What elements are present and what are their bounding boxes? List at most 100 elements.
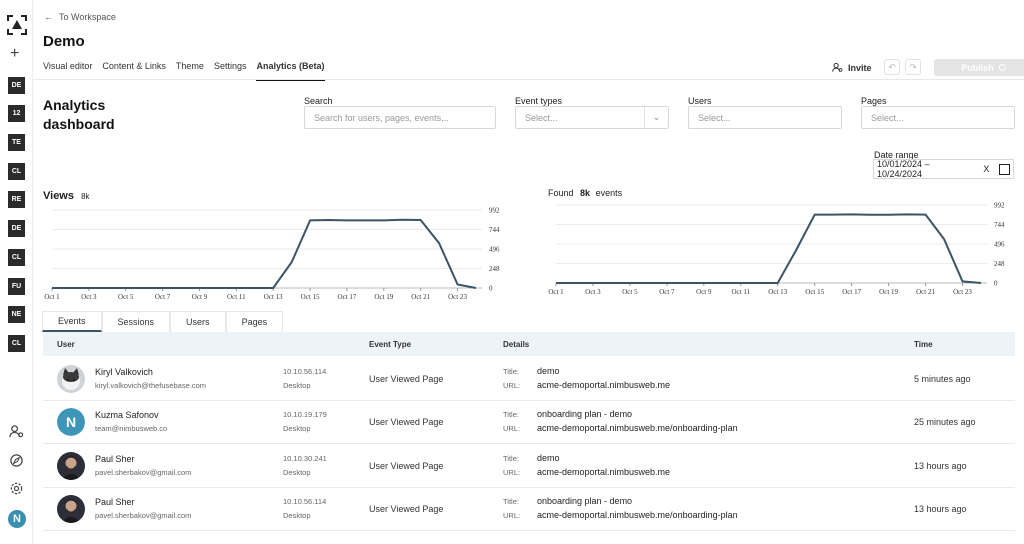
x-tick-label: Oct 19 [374,293,393,301]
device-type: Desktop [283,468,311,477]
status-dot-icon [998,64,1006,71]
app-logo-icon[interactable] [7,15,27,35]
user-name[interactable]: Kuzma Safonov [95,410,159,420]
tab-analytics[interactable]: Analytics (Beta) [256,61,325,81]
chevron-down-icon: ⌄ [644,107,668,128]
back-to-workspace-link[interactable]: ← To Workspace [44,12,116,22]
user-name[interactable]: Kiryl Valkovich [95,367,153,377]
workspace-item[interactable]: CL [8,249,25,266]
col-details[interactable]: Details [503,340,530,349]
page-title-value: demo [537,453,560,463]
device-type: Desktop [283,424,311,433]
tab-sessions[interactable]: Sessions [101,311,171,332]
page-url-value[interactable]: acme-demoportal.nimbusweb.me [537,467,671,477]
publish-button[interactable]: Publish [934,59,1024,76]
tab-events[interactable]: Events [42,311,102,332]
page-url-value[interactable]: acme-demoportal.nimbusweb.me/onboarding-… [537,423,738,433]
workspace-item[interactable]: DE [8,220,25,237]
members-icon[interactable] [9,424,24,439]
col-time[interactable]: Time [914,340,933,349]
tab-settings[interactable]: Settings [213,61,247,71]
explore-icon[interactable] [9,453,24,468]
workspace-item[interactable]: 12 [8,105,25,122]
x-tick-label: Oct 5 [622,288,638,296]
event-type: User Viewed Page [369,461,444,471]
y-tick-label: 248 [994,260,1005,268]
y-tick-label: 0 [994,280,998,288]
ip-address: 10.10.19.179 [283,410,327,419]
page-url-value[interactable]: acme-demoportal.nimbusweb.me/onboarding-… [537,510,738,520]
x-tick-label: Oct 1 [44,293,60,301]
table-row[interactable]: Paul Sher pavel.sherbakov@gmail.com 10.10.… [43,444,1015,488]
x-tick-label: Oct 15 [805,288,824,296]
pages-select[interactable]: Select... [861,106,1015,129]
events-suffix: events [595,188,623,198]
add-workspace-icon[interactable]: + [10,45,20,62]
user-avatar [57,495,85,523]
title-label: Title: [503,410,519,419]
left-rail: + DE 12 TE CL RE DE CL FU NE CL N [0,0,33,544]
y-tick-label: 0 [489,285,493,293]
url-label: URL: [503,511,521,520]
series-line [556,213,982,284]
tab-pages[interactable]: Pages [225,311,284,332]
clear-date-button[interactable]: X [983,164,990,174]
search-input[interactable]: Search for users, pages, events... [304,106,496,129]
event-time: 13 hours ago [914,461,967,471]
back-label: To Workspace [59,12,116,22]
calendar-icon[interactable] [999,163,1010,175]
tab-theme[interactable]: Theme [175,61,204,71]
settings-gear-icon[interactable] [9,481,24,496]
event-time: 5 minutes ago [914,374,971,384]
event-types-select[interactable]: Select... ⌄ [515,106,669,129]
workspace-item[interactable]: CL [8,163,25,180]
undo-button[interactable]: ↶ [884,59,900,75]
device-type: Desktop [283,381,311,390]
views-chart-header: Views 8k [43,190,90,202]
x-tick-label: Oct 17 [842,288,861,296]
workspace-item[interactable]: RE [8,191,25,208]
chart-1: 0 248 496 744 992 Oct 1 Oct 3 Oct 5 Oct 7 Oct 9 Oc… [548,202,1005,297]
x-tick-label: Oct 9 [696,288,712,296]
url-label: URL: [503,424,521,433]
user-email: pavel.sherbakov@gmail.com [95,511,192,520]
workspace-item[interactable]: DE [8,77,25,94]
user-name[interactable]: Paul Sher [95,454,135,464]
date-range-input[interactable]: 10/01/2024 – 10/24/2024 X [873,159,1014,179]
page-url-value[interactable]: acme-demoportal.nimbusweb.me [537,380,671,390]
tab-users[interactable]: Users [170,311,226,332]
user-email: kiryl.valkovich@thefusebase.com [95,381,206,390]
x-tick-label: Oct 23 [953,288,972,296]
table-row[interactable]: Paul Sher pavel.sherbakov@gmail.com 10.10.… [43,487,1015,531]
workspace-item[interactable]: FU [8,278,25,295]
table-row[interactable]: N Kuzma Safonov team@nimbusweb.co 10.10.19.… [43,400,1015,444]
col-event-type[interactable]: Event Type [369,340,412,349]
invite-button[interactable]: Invite [832,62,872,73]
user-email: pavel.sherbakov@gmail.com [95,468,192,477]
url-label: URL: [503,381,521,390]
y-tick-label: 744 [994,221,1005,229]
redo-icon: ↷ [909,61,917,72]
workspace-item[interactable]: TE [8,134,25,151]
x-tick-label: Oct 19 [879,288,898,296]
table-row[interactable]: Kiryl Valkovich kiryl.valkovich@thefuseba… [43,357,1015,401]
redo-button[interactable]: ↷ [905,59,921,75]
user-avatar [57,452,85,480]
user-avatar: N [57,408,85,436]
col-user[interactable]: User [57,340,75,349]
x-tick-label: Oct 15 [301,293,320,301]
workspace-item[interactable]: CL [8,335,25,352]
views-count: 8k [81,192,90,201]
users-select[interactable]: Select... [688,106,842,129]
user-name[interactable]: Paul Sher [95,497,135,507]
page-title-value: onboarding plan - demo [537,409,633,419]
tab-visual-editor[interactable]: Visual editor [43,61,93,71]
tab-content-links[interactable]: Content & Links [102,61,166,71]
title-label: Title: [503,454,519,463]
x-tick-label: Oct 23 [448,293,467,301]
y-tick-label: 496 [994,241,1005,249]
date-range-label: Date range [874,150,919,160]
workspace-item[interactable]: NE [8,306,25,323]
user-avatar[interactable]: N [8,510,26,528]
x-tick-label: Oct 7 [659,288,675,296]
